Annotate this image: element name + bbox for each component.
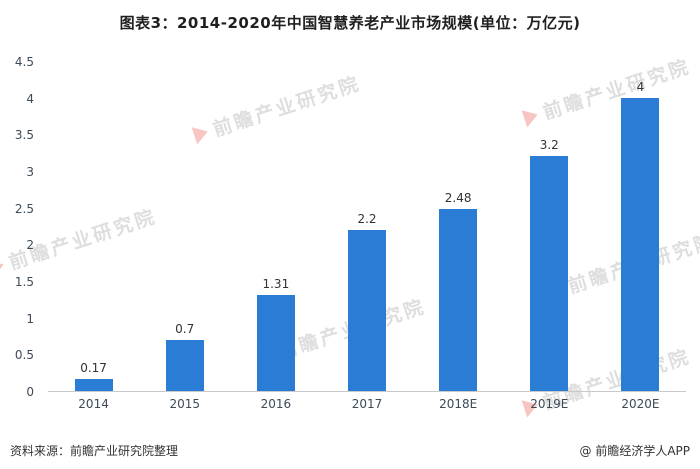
bar: [74, 378, 113, 391]
x-tick-label: 2014: [78, 397, 109, 411]
y-axis: 0 0.5 1 1.5 2 2.5 3 3.5 4 4.5: [0, 55, 42, 399]
bar-value-label: 0.7: [175, 321, 195, 336]
y-tick-label: 4: [26, 91, 34, 106]
bar-group: 1.31: [256, 277, 295, 391]
y-tick-label: 4.5: [14, 55, 34, 69]
y-tick-label: 3: [26, 165, 34, 180]
y-tick-label: 2.5: [14, 201, 34, 216]
bar-group: 2.2: [347, 212, 386, 391]
bar-value-label: 4: [636, 79, 645, 94]
bar: [347, 229, 386, 391]
bar-group: 4: [621, 80, 660, 391]
bar-value-label: 3.2: [539, 138, 559, 153]
chart-title: 图表3：2014-2020年中国智慧养老产业市场规模(单位：万亿元): [119, 14, 581, 32]
y-tick-label: 3.5: [14, 128, 34, 143]
bar-value-label: 2.48: [444, 191, 472, 206]
x-tick-label: 2020E: [621, 397, 660, 411]
bar-value-label: 2.2: [357, 211, 377, 226]
y-tick-label: 2: [26, 238, 34, 253]
x-tick-label: 2017: [351, 397, 383, 411]
y-tick-label: 0: [26, 385, 34, 399]
x-tick-label: 2015: [169, 397, 200, 411]
bar: [439, 209, 478, 391]
bar: [530, 156, 569, 391]
bar: [256, 294, 295, 391]
bar-group: 3.2: [530, 138, 569, 391]
bar-group: 0.17: [74, 361, 113, 391]
bar-value-label: 1.31: [262, 276, 290, 291]
app-credit: @ 前瞻经济学人APP: [579, 444, 691, 458]
plot-area: 0.17 0.7 1.31 2.2 2.48 3.2 4: [48, 62, 686, 392]
bar: [165, 339, 204, 391]
y-tick-label: 1: [26, 311, 34, 326]
x-tick-label: 2018E: [439, 397, 478, 411]
x-tick-label: 2019E: [530, 397, 569, 411]
bar: [621, 97, 660, 391]
x-axis: 2014 2015 2016 2017 2018E 2019E 2020E: [48, 397, 686, 415]
bar-value-label: 0.17: [80, 360, 107, 375]
bar-group: 0.7: [165, 322, 204, 391]
x-tick-label: 2016: [260, 397, 292, 411]
source-note: 资料来源：前瞻产业研究院整理: [10, 444, 179, 458]
y-tick-label: 1.5: [14, 275, 34, 290]
y-tick-label: 0.5: [14, 348, 34, 363]
bar-group: 2.48: [439, 191, 478, 391]
